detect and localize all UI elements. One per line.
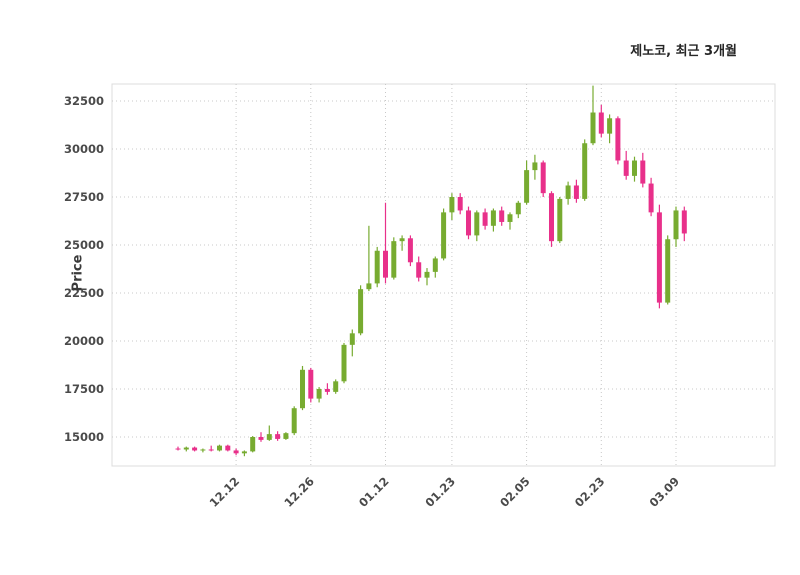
candle-body	[656, 212, 662, 303]
y-tick-label: 27500	[64, 190, 104, 204]
candle-body	[582, 143, 588, 199]
candle-body	[590, 112, 596, 144]
candle-body	[466, 210, 471, 236]
candle-body	[366, 283, 372, 290]
candle-body	[192, 447, 198, 451]
candle-body	[598, 112, 604, 134]
candle-body	[607, 118, 613, 134]
y-tick-label: 20000	[64, 334, 104, 348]
plot-area	[111, 83, 776, 467]
candle-body	[233, 450, 239, 454]
candle-body	[640, 160, 646, 184]
candle-body	[333, 381, 339, 392]
x-tick-label: 02.05	[497, 474, 533, 510]
candle-body	[416, 262, 422, 278]
x-tick-label: 12.26	[281, 474, 317, 510]
x-tick-label: 03.09	[646, 474, 682, 510]
y-tick-label: 25000	[64, 238, 104, 252]
candle-body	[507, 214, 513, 222]
candle-body	[532, 162, 538, 171]
candle-body	[324, 389, 330, 392]
candle-body	[673, 210, 679, 240]
candle-body	[316, 389, 322, 399]
y-axis-label: Price	[70, 254, 86, 292]
candle-body	[632, 160, 637, 176]
candle-body	[407, 238, 413, 263]
y-tick-label: 15000	[64, 430, 104, 444]
candle-body	[665, 239, 671, 303]
y-tick-label: 17500	[64, 382, 104, 396]
candle-body	[499, 210, 505, 222]
candle-body	[432, 258, 438, 272]
y-tick-label: 32500	[64, 94, 104, 108]
candle-body	[681, 210, 687, 234]
candle-body	[515, 202, 521, 215]
candle-body	[258, 437, 264, 440]
candle-body	[208, 449, 214, 451]
candle-body	[374, 250, 380, 284]
candle-body	[283, 433, 289, 439]
y-tick-label: 22500	[64, 286, 104, 300]
candle-body	[358, 289, 364, 334]
candle-body	[266, 434, 272, 440]
candle-body	[217, 445, 222, 451]
candle-body	[183, 447, 189, 450]
candle-body	[275, 434, 281, 439]
x-tick-label: 01.23	[422, 474, 458, 510]
x-tick-label: 01.12	[356, 474, 392, 510]
candle-body	[457, 196, 463, 211]
candle-body	[549, 193, 554, 242]
candle-body	[540, 162, 546, 194]
candle-body	[200, 449, 206, 451]
candle-body	[349, 333, 355, 345]
candle-body	[524, 170, 530, 203]
candle-body	[399, 238, 405, 242]
candle-body	[615, 118, 621, 161]
candle-body	[449, 196, 455, 213]
candle-body	[482, 212, 488, 226]
candle-body	[623, 160, 629, 176]
candle-body	[474, 212, 480, 236]
candle-body	[225, 445, 231, 451]
candle-body	[383, 250, 388, 278]
candle-body	[250, 437, 256, 452]
candle-body	[557, 198, 563, 242]
candle-body	[175, 448, 181, 450]
x-tick-label: 12.12	[207, 474, 243, 510]
candle-body	[300, 369, 305, 409]
candle-body	[441, 212, 447, 259]
candle-body	[241, 451, 247, 454]
y-tick-label: 30000	[64, 142, 104, 156]
candle-body	[308, 369, 314, 399]
candle-body	[565, 185, 571, 199]
candle-body	[341, 344, 347, 382]
chart-title: 제노코, 최근 3개월	[630, 44, 737, 59]
candle-body	[648, 183, 654, 213]
candle-body	[490, 210, 496, 226]
candle-body	[391, 241, 397, 278]
candle-body	[291, 408, 297, 434]
candle-body	[573, 185, 579, 199]
x-tick-label: 02.23	[572, 474, 608, 510]
candle-body	[424, 271, 430, 278]
